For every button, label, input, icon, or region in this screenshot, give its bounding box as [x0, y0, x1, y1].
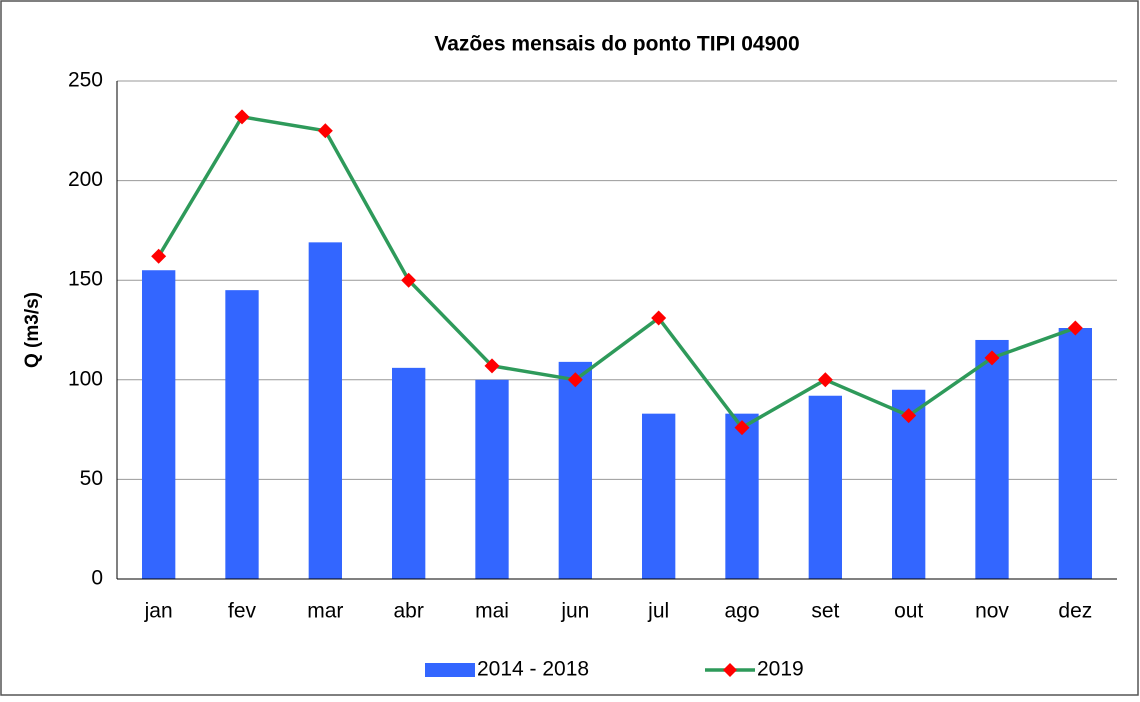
bar — [558, 361, 592, 579]
x-tick-label: set — [811, 600, 839, 623]
marker — [234, 109, 250, 125]
marker — [401, 272, 417, 288]
bar — [308, 242, 342, 580]
x-tick-label: jun — [560, 600, 589, 623]
x-tick-label: out — [894, 600, 923, 623]
legend-label: 2014 - 2018 — [477, 658, 589, 681]
x-tick-label: jul — [647, 600, 669, 623]
legend-swatch — [425, 663, 475, 677]
y-tick-label: 50 — [80, 467, 103, 490]
bar — [225, 290, 259, 579]
x-tick-label: fev — [228, 600, 257, 623]
bar — [725, 413, 759, 579]
bar — [642, 413, 676, 579]
y-tick-label: 100 — [68, 367, 103, 390]
marker — [901, 408, 917, 424]
marker — [651, 310, 667, 326]
chart-title: Vazões mensais do ponto TIPI 04900 — [434, 33, 799, 56]
bar — [475, 379, 509, 579]
bar — [975, 339, 1009, 579]
x-tick-label: abr — [393, 600, 423, 623]
x-tick-label: ago — [724, 600, 759, 623]
marker — [1067, 320, 1083, 336]
y-axis-label: Q (m3/s) — [22, 292, 43, 368]
marker — [317, 123, 333, 139]
y-tick-label: 0 — [91, 567, 103, 590]
y-tick-label: 200 — [68, 168, 103, 191]
marker — [734, 420, 750, 436]
x-tick-label: dez — [1058, 600, 1092, 623]
marker — [484, 358, 500, 374]
y-tick-label: 150 — [68, 268, 103, 291]
marker — [151, 248, 167, 264]
x-tick-label: mar — [307, 600, 343, 623]
x-tick-label: mai — [475, 600, 509, 623]
legend-marker — [723, 663, 737, 677]
line — [157, 114, 1076, 430]
bar — [142, 270, 176, 579]
x-tick-label: nov — [975, 600, 1009, 623]
marker — [984, 350, 1000, 366]
x-tick-label: jan — [144, 600, 173, 623]
legend-label: 2019 — [757, 658, 804, 681]
bar — [1058, 328, 1092, 579]
marker — [567, 372, 583, 388]
y-tick-label: 250 — [68, 69, 103, 92]
bar — [392, 367, 426, 579]
marker — [817, 372, 833, 388]
bar — [808, 395, 842, 579]
